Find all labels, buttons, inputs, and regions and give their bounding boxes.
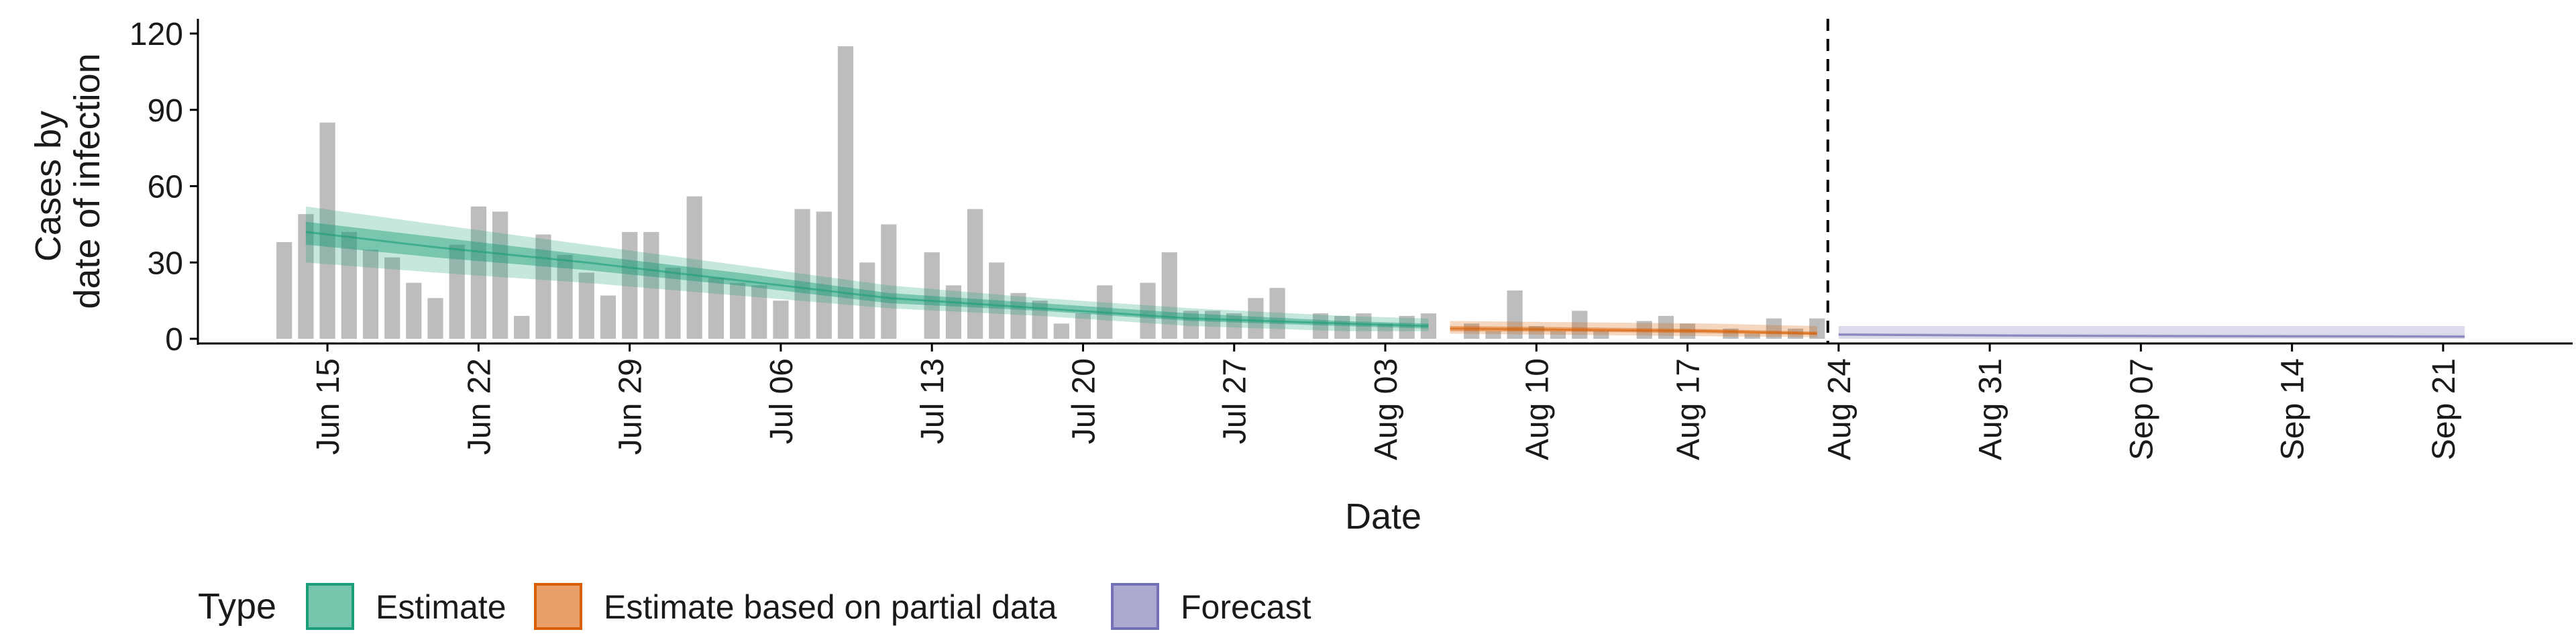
- case-bar: [600, 295, 616, 339]
- case-bar: [1593, 331, 1609, 339]
- case-bar: [751, 285, 767, 339]
- case-bar: [794, 209, 810, 339]
- case-bar: [384, 257, 400, 339]
- case-bar: [1377, 323, 1393, 339]
- case-bar: [514, 315, 530, 339]
- case-bar: [1205, 311, 1221, 339]
- x-tick-label: Jul 20: [1067, 358, 1102, 444]
- median-line: [1450, 327, 1817, 335]
- case-bar: [1572, 311, 1588, 339]
- legend: Type Estimate Estimate based on partial da…: [198, 583, 1311, 630]
- median-line: [1838, 333, 2465, 338]
- ribbon-90: [305, 206, 1429, 331]
- case-bar: [1485, 331, 1501, 339]
- case-bar: [881, 224, 897, 339]
- x-tick-label: Jun 22: [462, 358, 497, 455]
- y-tick-label: 60: [148, 170, 183, 205]
- case-bar: [622, 231, 638, 339]
- y-tick-label: 120: [129, 17, 183, 52]
- y-tick-label: 90: [148, 93, 183, 129]
- case-bar: [298, 214, 314, 339]
- case-bar: [1550, 331, 1566, 339]
- x-tick-label: Jul 27: [1218, 358, 1253, 444]
- case-bar: [989, 262, 1005, 339]
- y-tick-label: 0: [165, 322, 183, 358]
- case-bar: [1420, 313, 1436, 339]
- x-axis-label: Date: [1345, 496, 1421, 537]
- case-bar: [686, 196, 702, 339]
- case-bar: [1010, 292, 1026, 339]
- case-bar: [643, 231, 659, 339]
- x-tick-label: Jul 13: [915, 358, 951, 444]
- case-bar: [1053, 323, 1069, 339]
- case-bar: [341, 231, 357, 339]
- case-bar: [1075, 313, 1091, 339]
- legend-title: Type: [198, 586, 276, 627]
- x-tick-label: Sep 14: [2275, 358, 2311, 460]
- case-bar: [1248, 298, 1264, 339]
- case-bar: [406, 282, 422, 339]
- case-bar: [1744, 333, 1760, 339]
- y-axis-label-line-1: Cases by: [28, 111, 68, 262]
- x-tick-label: Aug 17: [1671, 358, 1707, 460]
- case-bar: [1507, 290, 1523, 339]
- x-tick-label: Aug 31: [1973, 358, 2008, 460]
- x-tick-label: Aug 03: [1368, 358, 1404, 460]
- case-bars: [276, 46, 1825, 339]
- legend-label: Forecast: [1181, 588, 1311, 626]
- case-bar: [427, 298, 443, 339]
- axes: [197, 19, 2573, 345]
- case-bar: [1399, 315, 1415, 339]
- estimate-ribbons: [305, 206, 2465, 339]
- case-bar: [1334, 315, 1350, 339]
- case-bar: [535, 234, 551, 339]
- x-tick-label: Sep 21: [2426, 358, 2462, 460]
- case-bar: [492, 211, 508, 339]
- case-bar: [730, 282, 746, 339]
- case-bar: [362, 250, 379, 339]
- legend-key: [534, 583, 582, 630]
- case-bar: [924, 252, 940, 339]
- case-bar: [945, 285, 961, 339]
- case-bar: [1658, 315, 1674, 339]
- case-bar: [319, 122, 335, 339]
- case-bar: [557, 254, 573, 339]
- x-axis-ticks: Jun 15 Jun 22 Jun 29 Jul 06 Jul 13 Jul 20 Jul …: [311, 343, 2462, 460]
- case-bar: [1032, 301, 1048, 339]
- case-bar: [859, 262, 875, 339]
- x-tick-label: Aug 10: [1519, 358, 1555, 460]
- case-bar: [665, 267, 681, 339]
- legend-key: [306, 583, 354, 630]
- case-bar: [578, 272, 594, 339]
- case-bar: [1356, 313, 1372, 339]
- case-bar: [449, 244, 465, 339]
- x-tick-label: Jun 15: [311, 358, 346, 455]
- legend-label: Estimate: [376, 588, 506, 626]
- case-bar: [773, 301, 789, 339]
- case-bar: [470, 206, 486, 339]
- x-tick-label: Jun 29: [613, 358, 649, 455]
- legend-key: [1111, 583, 1159, 630]
- case-bar: [837, 46, 854, 339]
- y-axis-ticks: 0 30 60 90 120: [129, 17, 198, 358]
- case-bar: [1269, 288, 1285, 339]
- y-tick-label: 30: [148, 246, 183, 281]
- case-bar: [1140, 282, 1156, 339]
- case-bar: [1464, 323, 1480, 339]
- case-bar: [1312, 313, 1329, 339]
- y-axis-label: Cases by date of infection: [28, 53, 107, 309]
- median-line: [305, 231, 1429, 327]
- case-bar: [708, 278, 724, 339]
- x-tick-label: Sep 07: [2124, 358, 2159, 460]
- case-bar: [1161, 252, 1177, 339]
- case-bar: [967, 209, 983, 339]
- y-axis-label-line-2: date of infection: [67, 53, 107, 309]
- case-bar: [276, 241, 292, 339]
- x-tick-label: Aug 24: [1822, 358, 1858, 460]
- case-bar: [816, 211, 832, 339]
- x-tick-label: Jul 06: [764, 358, 800, 444]
- legend-label: Estimate based on partial data: [604, 588, 1057, 626]
- ribbon-90: [1450, 321, 1817, 337]
